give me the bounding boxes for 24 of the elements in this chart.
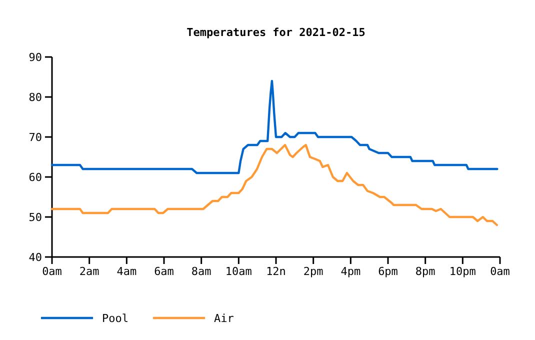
x-tick-label: 12n bbox=[266, 265, 286, 278]
y-tick-label: 90 bbox=[28, 50, 42, 64]
y-tick-label: 70 bbox=[28, 130, 42, 144]
x-tick-label: 6am bbox=[154, 265, 174, 278]
chart-title: Temperatures for 2021-02-15 bbox=[186, 26, 366, 39]
x-tick-label: 10pm bbox=[449, 265, 476, 278]
x-tick-label: 6pm bbox=[378, 265, 398, 278]
x-tick-label: 8am bbox=[191, 265, 212, 278]
legend-label: Pool bbox=[102, 312, 128, 325]
legend-label: Air bbox=[214, 312, 234, 325]
line-series bbox=[50, 144, 498, 226]
x-tick-label: 2am bbox=[79, 265, 100, 278]
x-tick-label: 4am bbox=[116, 265, 137, 278]
x-tick-label: 10am bbox=[225, 265, 252, 278]
x-tick-label: 4pm bbox=[340, 265, 361, 278]
line-series bbox=[50, 80, 498, 174]
x-tick-label: 8pm bbox=[415, 265, 436, 278]
y-tick-label: 60 bbox=[28, 170, 42, 184]
y-tick-label: 80 bbox=[28, 90, 42, 104]
y-tick-label: 40 bbox=[28, 250, 42, 264]
x-tick-label: 0am bbox=[42, 265, 62, 278]
y-tick-label: 50 bbox=[28, 210, 42, 224]
x-tick-label: 0am bbox=[490, 265, 510, 278]
x-tick-label: 2pm bbox=[303, 265, 324, 278]
